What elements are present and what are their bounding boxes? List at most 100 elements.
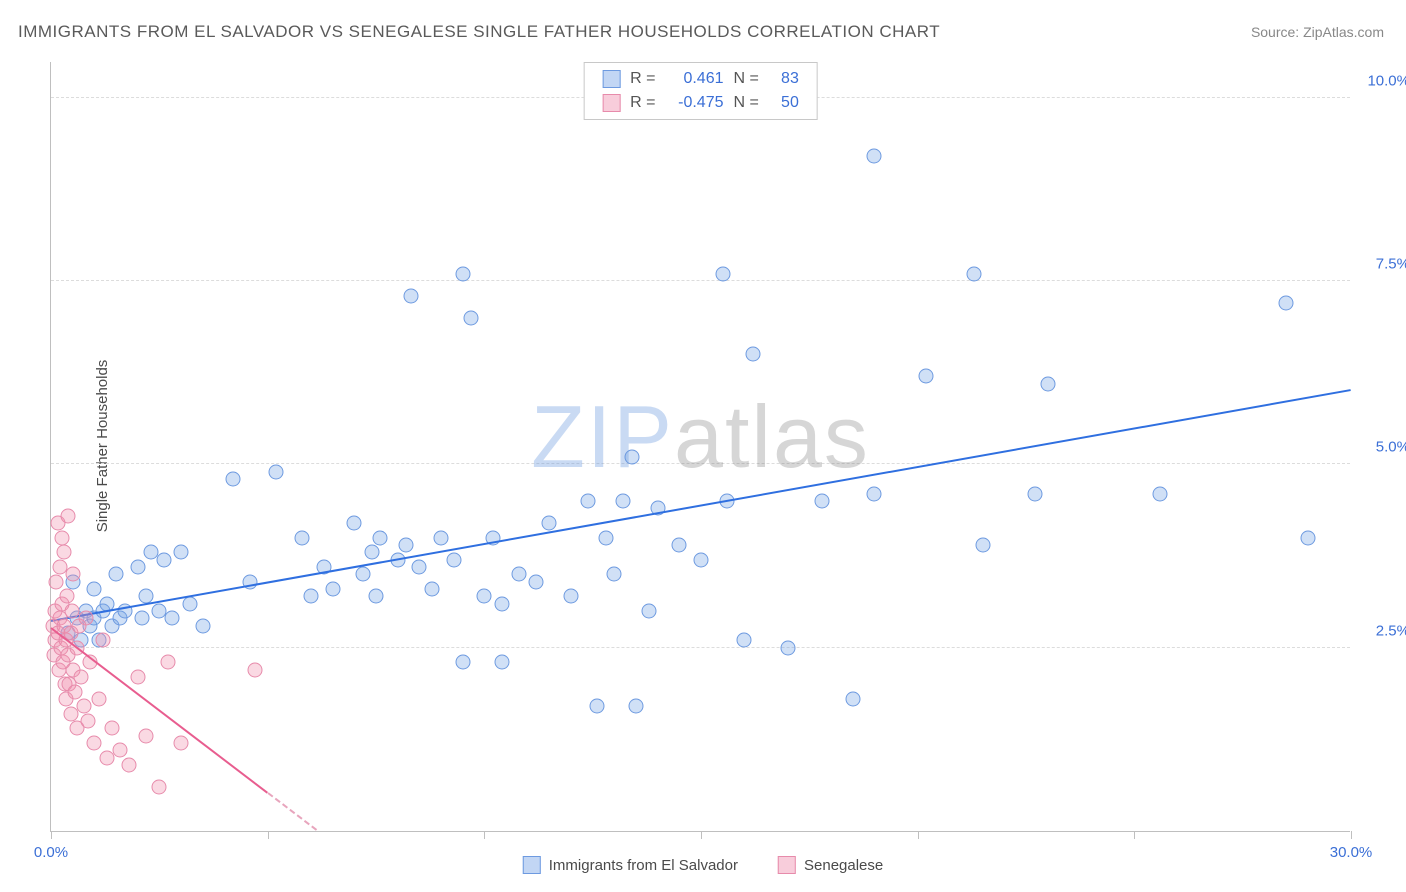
x-tick [1351, 831, 1352, 839]
data-point [49, 574, 64, 589]
data-point [512, 567, 527, 582]
data-point [65, 567, 80, 582]
data-point [590, 699, 605, 714]
data-point [425, 582, 440, 597]
data-point [174, 545, 189, 560]
data-point [64, 604, 79, 619]
legend-bottom: Immigrants from El Salvador Senegalese [523, 856, 883, 874]
data-point [715, 266, 730, 281]
data-point [815, 494, 830, 509]
data-point [269, 464, 284, 479]
data-point [1153, 486, 1168, 501]
data-point [87, 736, 102, 751]
swatch-pink-icon [778, 856, 796, 874]
data-point [967, 266, 982, 281]
source-link[interactable]: ZipAtlas.com [1303, 24, 1384, 40]
data-point [130, 670, 145, 685]
source-attribution: Source: ZipAtlas.com [1251, 24, 1384, 40]
data-point [174, 736, 189, 751]
x-tick [484, 831, 485, 839]
data-point [542, 516, 557, 531]
data-point [356, 567, 371, 582]
data-point [629, 699, 644, 714]
x-tick [268, 831, 269, 839]
data-point [304, 589, 319, 604]
x-tick-label: 30.0% [1330, 844, 1373, 861]
data-point [581, 494, 596, 509]
gridline-h [51, 647, 1350, 648]
r-value-pink: -0.475 [666, 91, 724, 115]
data-point [57, 545, 72, 560]
data-point [1027, 486, 1042, 501]
data-point [369, 589, 384, 604]
gridline-h [51, 463, 1350, 464]
data-point [61, 508, 76, 523]
data-point [295, 530, 310, 545]
stats-row-pink: R = -0.475 N = 50 [602, 91, 799, 115]
watermark-zip: ZIP [531, 386, 674, 485]
watermark-atlas: atlas [674, 386, 870, 485]
data-point [672, 538, 687, 553]
data-point [54, 530, 69, 545]
x-tick [701, 831, 702, 839]
r-label: R = [630, 67, 655, 91]
data-point [975, 538, 990, 553]
legend-label-pink: Senegalese [804, 857, 883, 874]
x-tick-label: 0.0% [34, 844, 68, 861]
data-point [156, 552, 171, 567]
data-point [96, 633, 111, 648]
n-value-blue: 83 [769, 67, 799, 91]
n-label: N = [734, 91, 759, 115]
data-point [477, 589, 492, 604]
data-point [598, 530, 613, 545]
r-label: R = [630, 91, 655, 115]
data-point [78, 611, 93, 626]
data-point [91, 692, 106, 707]
y-tick-label: 7.5% [1376, 256, 1406, 273]
data-point [494, 655, 509, 670]
data-point [80, 714, 95, 729]
data-point [642, 604, 657, 619]
y-tick-label: 5.0% [1376, 439, 1406, 456]
data-point [564, 589, 579, 604]
n-value-pink: 50 [769, 91, 799, 115]
data-point [455, 266, 470, 281]
data-point [694, 552, 709, 567]
data-point [161, 655, 176, 670]
chart-title: IMMIGRANTS FROM EL SALVADOR VS SENEGALES… [18, 22, 940, 42]
x-tick [918, 831, 919, 839]
source-prefix: Source: [1251, 24, 1303, 40]
watermark: ZIPatlas [531, 385, 870, 487]
data-point [494, 596, 509, 611]
data-point [104, 721, 119, 736]
data-point [182, 596, 197, 611]
data-point [165, 611, 180, 626]
data-point [87, 582, 102, 597]
stats-row-blue: R = 0.461 N = 83 [602, 67, 799, 91]
data-point [867, 486, 882, 501]
data-point [412, 560, 427, 575]
data-point [130, 560, 145, 575]
data-point [113, 743, 128, 758]
data-point [403, 288, 418, 303]
legend-item-pink: Senegalese [778, 856, 883, 874]
swatch-pink-icon [602, 94, 620, 112]
data-point [529, 574, 544, 589]
data-point [447, 552, 462, 567]
data-point [780, 640, 795, 655]
data-point [624, 450, 639, 465]
data-point [76, 699, 91, 714]
trendline [267, 793, 316, 831]
data-point [919, 369, 934, 384]
data-point [434, 530, 449, 545]
swatch-blue-icon [523, 856, 541, 874]
x-tick [51, 831, 52, 839]
data-point [464, 310, 479, 325]
data-point [135, 611, 150, 626]
x-tick [1134, 831, 1135, 839]
data-point [347, 516, 362, 531]
data-point [607, 567, 622, 582]
swatch-blue-icon [602, 70, 620, 88]
data-point [616, 494, 631, 509]
legend-label-blue: Immigrants from El Salvador [549, 857, 738, 874]
